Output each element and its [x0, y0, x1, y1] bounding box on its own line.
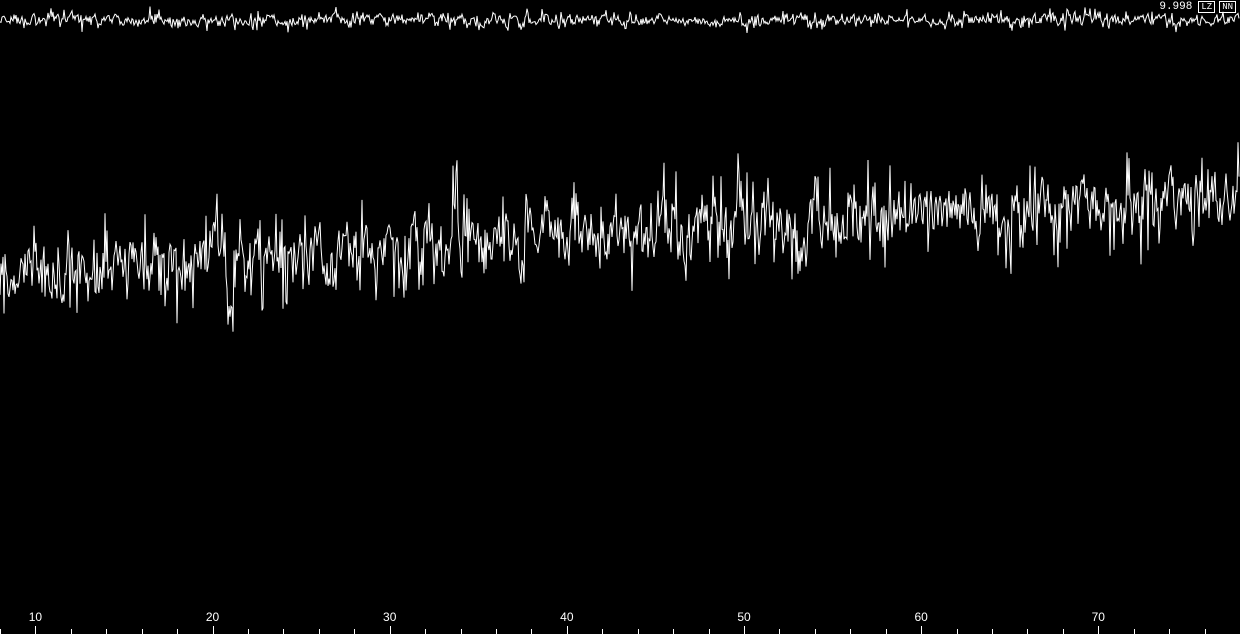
x-tick-minor: [531, 629, 532, 634]
x-tick-major: [1098, 626, 1099, 634]
x-tick-minor: [283, 629, 284, 634]
x-tick-major: [213, 626, 214, 634]
x-tick-minor: [850, 629, 851, 634]
x-tick-label: 60: [914, 610, 927, 624]
x-tick-label: 20: [206, 610, 219, 624]
x-tick-label: 40: [560, 610, 573, 624]
trace-upper_trace: [0, 7, 1239, 33]
readout-value: 9.998: [1157, 1, 1194, 13]
x-tick-minor: [709, 629, 710, 634]
x-tick-minor: [425, 629, 426, 634]
trace-main_trace: [0, 142, 1239, 331]
x-tick-minor: [673, 629, 674, 634]
x-tick-minor: [177, 629, 178, 634]
x-tick-minor: [354, 629, 355, 634]
x-tick-minor: [779, 629, 780, 634]
x-tick-minor: [1027, 629, 1028, 634]
x-tick-label: 50: [737, 610, 750, 624]
x-axis: 10 20 30 40 50 60 70: [0, 606, 1240, 634]
x-tick-major: [390, 626, 391, 634]
x-tick-minor: [886, 629, 887, 634]
x-tick-minor: [815, 629, 816, 634]
readout-box-1: LZ: [1198, 1, 1215, 13]
spectrum-plot: 9.998 LZ NN 10 20 30 40 50 60 70: [0, 0, 1240, 634]
corner-readout: 9.998 LZ NN: [1157, 1, 1236, 13]
x-tick-label: 10: [29, 610, 42, 624]
x-tick-minor: [461, 629, 462, 634]
x-tick-major: [921, 626, 922, 634]
x-tick-minor: [602, 629, 603, 634]
x-tick-minor: [0, 629, 1, 634]
x-tick-minor: [1169, 629, 1170, 634]
x-tick-minor: [71, 629, 72, 634]
x-tick-minor: [248, 629, 249, 634]
x-tick-minor: [106, 629, 107, 634]
x-tick-major: [744, 626, 745, 634]
trace-canvas: [0, 0, 1240, 634]
x-tick-label: 30: [383, 610, 396, 624]
x-tick-minor: [992, 629, 993, 634]
x-tick-major: [567, 626, 568, 634]
x-tick-minor: [1063, 629, 1064, 634]
x-tick-major: [35, 626, 36, 634]
x-tick-minor: [957, 629, 958, 634]
readout-box-2: NN: [1219, 1, 1236, 13]
x-tick-minor: [496, 629, 497, 634]
x-tick-label: 70: [1092, 610, 1105, 624]
x-tick-minor: [1134, 629, 1135, 634]
x-tick-minor: [1205, 629, 1206, 634]
x-tick-minor: [638, 629, 639, 634]
x-tick-minor: [319, 629, 320, 634]
x-tick-minor: [142, 629, 143, 634]
